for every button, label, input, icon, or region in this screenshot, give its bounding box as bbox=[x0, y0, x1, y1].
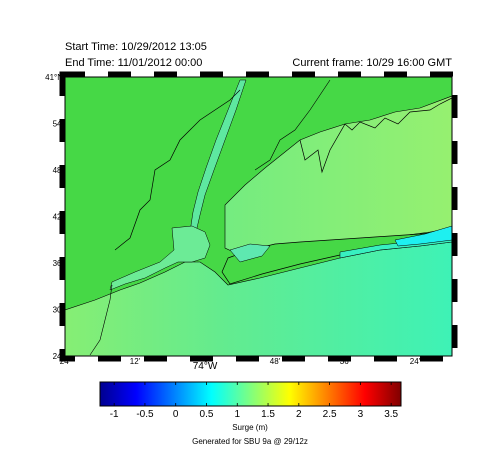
lon-label: 36' bbox=[340, 357, 351, 366]
east-bay bbox=[394, 225, 452, 247]
ocean bbox=[65, 241, 452, 356]
map-border bbox=[59, 71, 458, 362]
colorbar-tick-label: 0.5 bbox=[200, 409, 214, 420]
lon-label: 24' bbox=[60, 357, 71, 366]
footer: Generated for SBU 9a @ 29/12z bbox=[192, 437, 308, 446]
colorbar-ticks: -1 -0.5 0 0.5 1 1.5 2 2.5 3 3.5 bbox=[110, 382, 399, 420]
colorbar-tick-label: 1 bbox=[234, 409, 240, 420]
lat-label: 41°N bbox=[45, 73, 63, 82]
colorbar-tick-label: 3 bbox=[358, 409, 364, 420]
lat-label: 48' bbox=[53, 166, 64, 175]
current-frame: Current frame: 10/29 16:00 GMT bbox=[292, 57, 452, 69]
latitude-labels: 41°N 54' 48' 42' 36' 30' 24' bbox=[45, 73, 63, 361]
lat-label: 54' bbox=[53, 120, 64, 129]
colorbar-tick-label: 0 bbox=[173, 409, 179, 420]
coast-river bbox=[89, 284, 113, 356]
lon-label: 24' bbox=[410, 357, 421, 366]
colorbar-tick-label: 3.5 bbox=[384, 409, 398, 420]
lon-label: 12' bbox=[130, 357, 141, 366]
harbor bbox=[109, 225, 211, 291]
coast-north bbox=[254, 79, 331, 171]
lat-label: 30' bbox=[53, 306, 64, 315]
colorbar-tick-label: -0.5 bbox=[136, 409, 154, 420]
lat-label: 36' bbox=[53, 259, 64, 268]
lon-label: 74°W bbox=[193, 361, 218, 372]
start-time: Start Time: 10/29/2012 13:05 bbox=[65, 41, 207, 53]
longitude-labels: 24' 12' 74°W 48' 36' 24' bbox=[60, 357, 421, 372]
jamaica-bay bbox=[229, 243, 271, 263]
coast-nj bbox=[114, 89, 241, 251]
lon-label: 48' bbox=[270, 357, 281, 366]
lat-label: 24' bbox=[53, 352, 64, 361]
colorbar-tick-label: 2.5 bbox=[323, 409, 337, 420]
colorbar-tick-label: 1.5 bbox=[261, 409, 275, 420]
coast-ct bbox=[299, 97, 452, 174]
map-frame bbox=[64, 76, 453, 357]
colorbar-label: Surge (m) bbox=[232, 423, 268, 432]
lat-label: 42' bbox=[53, 213, 64, 222]
map bbox=[65, 77, 452, 356]
colorbar bbox=[99, 381, 402, 407]
colorbar-tick-label: 2 bbox=[296, 409, 302, 420]
end-time: End Time: 11/01/2012 00:00 bbox=[65, 57, 202, 69]
colorbar-tick-label: -1 bbox=[110, 409, 119, 420]
